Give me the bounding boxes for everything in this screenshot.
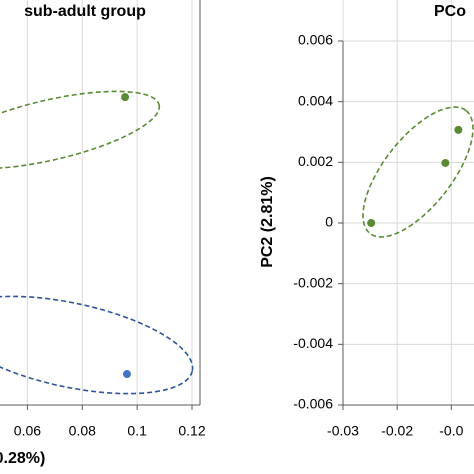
- chart-title: PCo: [434, 3, 466, 20]
- y-tick-label: -0.006: [293, 396, 333, 412]
- y-axis-label: PC2 (2.81%): [259, 176, 276, 268]
- point: [367, 219, 376, 227]
- y-tick-label: -0.004: [293, 335, 333, 351]
- x-tick-label: 0.06: [14, 423, 41, 439]
- y-tick-label: 0.002: [298, 153, 333, 169]
- x-axis-label: 0.28%): [0, 450, 45, 467]
- x-tick-label: -0.02: [381, 423, 413, 439]
- x-tick-label: -0.03: [327, 423, 359, 439]
- confidence-ellipse: [0, 295, 194, 395]
- x-tick-label: 0.08: [69, 423, 96, 439]
- x-tick-label: 0.1: [127, 423, 147, 439]
- point: [454, 125, 463, 134]
- confidence-ellipse: [362, 106, 474, 238]
- point: [122, 370, 131, 379]
- confidence-ellipse: [0, 90, 161, 170]
- x-tick-label: 0.12: [178, 423, 205, 439]
- x-tick-label: -0.0: [439, 423, 463, 439]
- chart-title: sub-adult group: [24, 3, 146, 20]
- y-tick-label: 0.004: [298, 92, 333, 108]
- y-tick-label: -0.002: [293, 274, 333, 290]
- y-tick-label: 0.006: [298, 32, 333, 48]
- point: [121, 93, 130, 102]
- point: [441, 158, 450, 167]
- y-tick-label: 0: [325, 214, 333, 230]
